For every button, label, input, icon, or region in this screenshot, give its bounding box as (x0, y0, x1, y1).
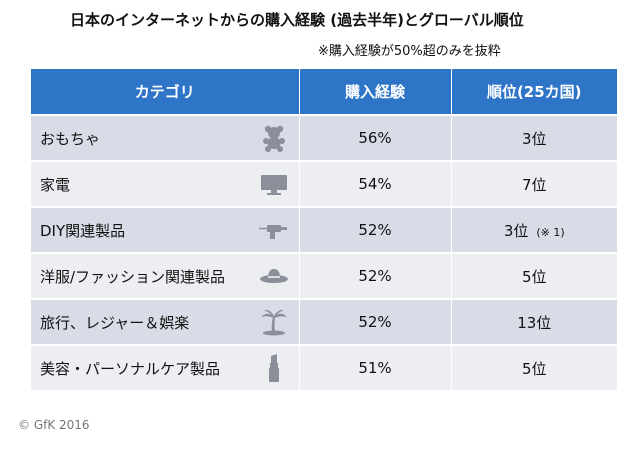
table-row: DIY関連製品 52% 3位 (※ 1) (31, 206, 617, 253)
column-header-rank: 順位(25カ国) (451, 69, 617, 115)
purchase-value: 52% (299, 298, 452, 345)
rank-value: 5位 (521, 359, 547, 378)
rank-value: 7位 (521, 175, 547, 194)
category-label: 美容・パーソナルケア製品 (40, 359, 221, 378)
purchase-value: 52% (299, 206, 452, 253)
category-cell: DIY関連製品 (31, 206, 300, 253)
purchase-value: 56% (299, 114, 452, 161)
hat-icon (259, 261, 289, 291)
rank-cell: 13位 (451, 298, 617, 345)
table-row: 洋服/ファッション関連製品 52% 5位 (31, 252, 617, 299)
drill-icon (258, 215, 289, 245)
rank-cell: 3位 (451, 114, 617, 161)
page-title: 日本のインターネットからの購入経験 (過去半年)とグローバル順位 (70, 11, 524, 29)
table-row: 旅行、レジャー＆娯楽 52% 13位 (31, 298, 617, 345)
copyright-text: © GfK 2016 (18, 418, 90, 432)
teddy-bear-icon (259, 123, 289, 153)
category-cell: 家電 (31, 160, 300, 207)
table-row: 家電 54% 7位 (31, 160, 617, 207)
purchase-experience-table: カテゴリ 購入経験 順位(25カ国) おもちゃ (31, 69, 617, 390)
category-label: おもちゃ (40, 129, 101, 148)
rank-value: 3位 (503, 221, 529, 240)
lipstick-icon (259, 353, 289, 383)
rank-value: 5位 (521, 267, 547, 286)
column-header-purchase: 購入経験 (299, 69, 452, 115)
category-label: DIY関連製品 (40, 221, 126, 240)
rank-cell: 5位 (451, 344, 617, 390)
footnote-marker: (※ 1) (536, 225, 565, 239)
purchase-value: 52% (299, 252, 452, 299)
purchase-value: 54% (299, 160, 452, 207)
purchase-value: 51% (299, 344, 452, 390)
page-subtitle: ※購入経験が50%超のみを抜粋 (318, 44, 501, 59)
category-label: 旅行、レジャー＆娯楽 (40, 313, 190, 332)
tv-icon (259, 169, 289, 199)
palm-tree-icon (259, 307, 289, 337)
category-label: 洋服/ファッション関連製品 (40, 267, 226, 286)
category-cell: 美容・パーソナルケア製品 (31, 344, 300, 390)
rank-value: 3位 (521, 129, 547, 148)
category-cell: おもちゃ (31, 114, 300, 161)
category-cell: 洋服/ファッション関連製品 (31, 252, 300, 299)
table-row: 美容・パーソナルケア製品 51% 5位 (31, 344, 617, 390)
rank-cell: 5位 (451, 252, 617, 299)
column-header-category: カテゴリ (31, 69, 300, 115)
rank-cell: 3位 (※ 1) (451, 206, 617, 253)
table-row: おもちゃ 56% 3位 (31, 114, 617, 161)
category-cell: 旅行、レジャー＆娯楽 (31, 298, 300, 345)
rank-value: 13位 (517, 313, 552, 332)
category-label: 家電 (40, 175, 71, 194)
rank-cell: 7位 (451, 160, 617, 207)
table-header-row: カテゴリ 購入経験 順位(25カ国) (31, 69, 617, 115)
